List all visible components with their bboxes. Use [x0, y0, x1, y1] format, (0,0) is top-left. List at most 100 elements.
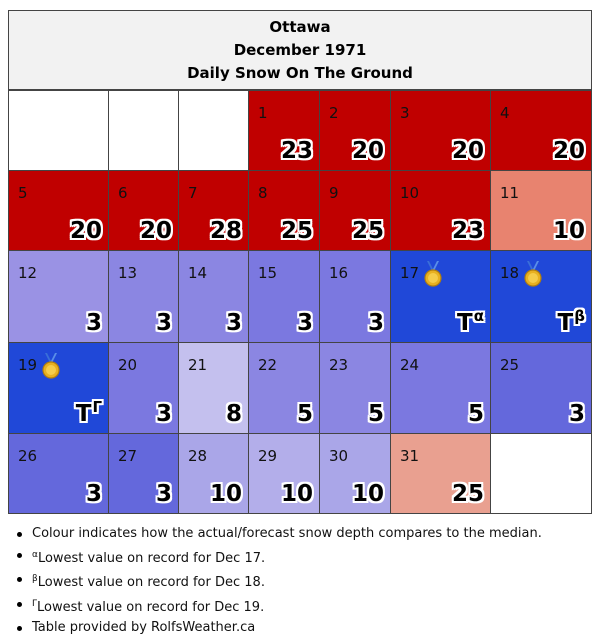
day-cell-27: 27 3 — [108, 433, 179, 514]
empty-day-cell — [8, 90, 109, 171]
calendar-week: 26 3 27 3 28 10 29 10 30 10 31 25 — [8, 433, 592, 514]
day-cell-4: 4 20 — [490, 90, 592, 171]
snow-depth-value: TΓ — [75, 398, 102, 427]
snow-depth-value: Tα — [456, 307, 484, 336]
day-cell-20: 20 3 — [108, 342, 179, 434]
snow-depth-value: 10 — [552, 218, 585, 244]
snow-depth-value: 3 — [568, 401, 585, 427]
note-credit: Table provided by RolfsWeather.ca — [17, 618, 542, 639]
chart-subtitle: Daily Snow On The Ground — [187, 64, 413, 82]
snow-depth-value: 5 — [367, 401, 384, 427]
day-number: 7 — [188, 184, 198, 202]
day-number: 25 — [500, 356, 520, 374]
calendar-week: 1 23 2 20 3 20 4 20 — [8, 90, 592, 171]
gold-medal-icon — [40, 353, 62, 379]
day-cell-9: 9 25 — [319, 170, 391, 251]
empty-day-cell — [108, 90, 179, 171]
day-number: 30 — [329, 447, 349, 465]
day-number: 16 — [329, 264, 349, 282]
day-number: 31 — [400, 447, 420, 465]
day-number: 1 — [258, 104, 268, 122]
snow-depth-value: 25 — [451, 481, 484, 507]
day-number: 14 — [188, 264, 208, 282]
snow-depth-value: 3 — [85, 310, 102, 336]
day-cell-23: 23 5 — [319, 342, 391, 434]
snow-depth-value: 8 — [225, 401, 242, 427]
day-number: 12 — [18, 264, 38, 282]
day-number: 9 — [329, 184, 339, 202]
snow-depth-value: 20 — [139, 218, 172, 244]
day-cell-19: 19 TΓ — [8, 342, 109, 434]
day-number: 17 — [400, 264, 420, 282]
day-cell-11: 11 10 — [490, 170, 592, 251]
snow-depth-value: 23 — [280, 138, 313, 164]
snow-depth-value: 3 — [296, 310, 313, 336]
note-gamma: ΓLowest value on record for Dec 19. — [17, 594, 542, 619]
day-number: 2 — [329, 104, 339, 122]
snow-depth-value: 5 — [296, 401, 313, 427]
record-marker: α — [473, 307, 484, 325]
day-number: 4 — [500, 104, 510, 122]
day-number: 15 — [258, 264, 278, 282]
day-cell-21: 21 8 — [178, 342, 249, 434]
snow-depth-value: 3 — [225, 310, 242, 336]
snow-depth-value: 20 — [552, 138, 585, 164]
day-cell-17: 17 Tα — [390, 250, 491, 343]
day-cell-12: 12 3 — [8, 250, 109, 343]
day-cell-28: 28 10 — [178, 433, 249, 514]
day-cell-15: 15 3 — [248, 250, 320, 343]
day-number: 5 — [18, 184, 28, 202]
snow-depth-value: 28 — [209, 218, 242, 244]
calendar-header: Ottawa December 1971 Daily Snow On The G… — [8, 10, 592, 90]
day-number: 24 — [400, 356, 420, 374]
day-cell-8: 8 25 — [248, 170, 320, 251]
snow-depth-value: 5 — [467, 401, 484, 427]
day-cell-10: 10 23 — [390, 170, 491, 251]
day-number: 23 — [329, 356, 349, 374]
day-cell-30: 30 10 — [319, 433, 391, 514]
day-cell-2: 2 20 — [319, 90, 391, 171]
day-number: 10 — [400, 184, 420, 202]
note-alpha: αLowest value on record for Dec 17. — [17, 545, 542, 570]
calendar-week: 19 TΓ 20 3 21 8 22 5 23 5 24 5 25 3 — [8, 342, 592, 434]
snow-depth-value: 23 — [451, 218, 484, 244]
snow-depth-value: 20 — [451, 138, 484, 164]
empty-day-cell — [178, 90, 249, 171]
day-cell-29: 29 10 — [248, 433, 320, 514]
gold-medal-icon — [422, 261, 444, 287]
note-colour: Colour indicates how the actual/forecast… — [17, 524, 542, 545]
day-number: 26 — [18, 447, 38, 465]
snow-depth-value: 3 — [367, 310, 384, 336]
snow-depth-value: Tβ — [557, 307, 585, 336]
day-number: 8 — [258, 184, 268, 202]
day-number: 18 — [500, 264, 520, 282]
day-number: 3 — [400, 104, 410, 122]
day-number: 29 — [258, 447, 278, 465]
calendar-grid: 1 23 2 20 3 20 4 20 5 20 6 20 7 28 8 25 9 25 10 23 11 10 12 3 13… — [8, 90, 592, 514]
day-number: 13 — [118, 264, 138, 282]
day-number: 19 — [18, 356, 38, 374]
day-cell-18: 18 Tβ — [490, 250, 592, 343]
snow-depth-value: 3 — [85, 481, 102, 507]
day-number: 11 — [500, 184, 520, 202]
day-cell-13: 13 3 — [108, 250, 179, 343]
day-cell-24: 24 5 — [390, 342, 491, 434]
day-number: 28 — [188, 447, 208, 465]
legend-notes: Colour indicates how the actual/forecast… — [17, 524, 542, 639]
gold-medal-icon — [522, 261, 544, 287]
empty-day-cell — [490, 433, 592, 514]
record-marker: Γ — [92, 398, 102, 416]
day-cell-22: 22 5 — [248, 342, 320, 434]
snow-depth-value: 3 — [155, 401, 172, 427]
day-number: 27 — [118, 447, 138, 465]
day-number: 21 — [188, 356, 208, 374]
snow-depth-value: 25 — [280, 218, 313, 244]
day-cell-6: 6 20 — [108, 170, 179, 251]
day-cell-14: 14 3 — [178, 250, 249, 343]
day-cell-1: 1 23 — [248, 90, 320, 171]
record-marker: β — [574, 307, 585, 325]
day-cell-7: 7 28 — [178, 170, 249, 251]
snow-depth-value: 10 — [351, 481, 384, 507]
snow-depth-value: 20 — [69, 218, 102, 244]
day-cell-16: 16 3 — [319, 250, 391, 343]
